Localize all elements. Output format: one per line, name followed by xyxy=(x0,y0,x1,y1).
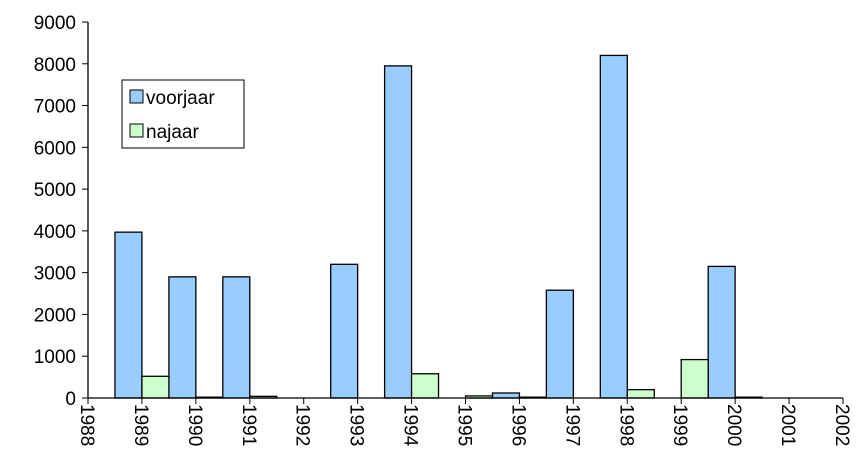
x-tick-label: 2002 xyxy=(831,404,852,446)
x-tick-label: 1999 xyxy=(669,404,690,446)
y-tick-label: 1000 xyxy=(34,347,76,368)
y-tick-label: 6000 xyxy=(34,138,76,159)
bar xyxy=(626,388,655,399)
x-tick-label: 1993 xyxy=(346,404,367,446)
y-tick-label: 0 xyxy=(65,389,76,410)
x-tick-label: 2001 xyxy=(777,404,798,446)
legend-swatch xyxy=(129,89,144,104)
x-tick-label: 1997 xyxy=(561,404,582,446)
bar xyxy=(114,231,143,399)
y-tick-label: 7000 xyxy=(34,97,76,118)
x-tick-label: 1994 xyxy=(400,404,421,447)
x-tick-label: 1990 xyxy=(184,404,205,446)
bar xyxy=(141,375,170,399)
legend-swatch xyxy=(129,123,144,138)
y-tick-label: 4000 xyxy=(34,222,76,243)
x-tick-label: 1996 xyxy=(507,404,528,446)
bar xyxy=(410,373,440,399)
bar xyxy=(491,392,521,399)
y-tick-label: 5000 xyxy=(34,180,76,201)
y-tick-label: 9000 xyxy=(34,13,76,34)
x-tick-label: 1998 xyxy=(615,404,636,446)
y-tick-label: 3000 xyxy=(34,264,76,285)
bar xyxy=(330,263,359,399)
bar xyxy=(545,289,575,399)
legend: voorjaar najaar xyxy=(121,79,245,149)
bar xyxy=(168,276,197,399)
x-tick-label: 1991 xyxy=(238,404,259,446)
x-tick-label: 2000 xyxy=(723,404,744,446)
y-tick-label: 8000 xyxy=(34,55,76,76)
bar xyxy=(383,65,413,399)
bar xyxy=(599,54,628,399)
y-tick-label: 2000 xyxy=(34,305,76,326)
bar xyxy=(222,276,251,399)
legend-label: najaar xyxy=(146,122,199,143)
bar xyxy=(680,358,709,399)
bar xyxy=(707,265,736,399)
x-tick-label: 1989 xyxy=(130,404,151,446)
legend-label: voorjaar xyxy=(146,88,215,109)
x-tick-label: 1995 xyxy=(454,404,475,446)
x-tick-label: 1992 xyxy=(292,404,313,446)
x-tick-label: 1988 xyxy=(76,404,97,446)
